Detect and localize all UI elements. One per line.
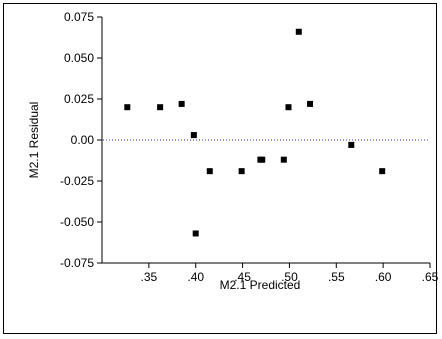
x-tick-label: .55 (328, 270, 345, 284)
data-point (178, 100, 185, 107)
y-axis-title-group: M2.1 Residual (27, 102, 41, 179)
data-point (295, 28, 302, 35)
data-point (190, 132, 197, 139)
x-tick-label: .50 (281, 270, 298, 284)
y-axis-title: M2.1 Residual (27, 102, 41, 179)
data-point (206, 168, 213, 175)
y-tick-label: 0.075 (64, 10, 94, 24)
y-tick-label: -0.025 (60, 174, 94, 188)
data-point (157, 104, 164, 111)
data-point (348, 141, 355, 148)
x-tick-label: .60 (375, 270, 392, 284)
data-point (285, 104, 292, 111)
data-point (280, 156, 287, 163)
data-point (259, 156, 266, 163)
y-tick-label: -0.075 (60, 256, 94, 270)
y-tick-label: 0.050 (64, 51, 94, 65)
y-tick-label: 0.025 (64, 92, 94, 106)
x-axis-title: M2.1 Predicted (220, 278, 301, 292)
x-tick-label: .35 (141, 270, 158, 284)
data-point (124, 104, 131, 111)
data-point (192, 230, 199, 237)
data-point (379, 168, 386, 175)
data-point (238, 168, 245, 175)
x-tick-label: .40 (187, 270, 204, 284)
x-tick-label: .45 (234, 270, 251, 284)
data-point (307, 100, 314, 107)
x-tick-label: .65 (422, 270, 439, 284)
y-tick-label: -0.050 (60, 215, 94, 229)
figure-frame (3, 3, 437, 334)
y-tick-label: 0.00 (71, 133, 95, 147)
